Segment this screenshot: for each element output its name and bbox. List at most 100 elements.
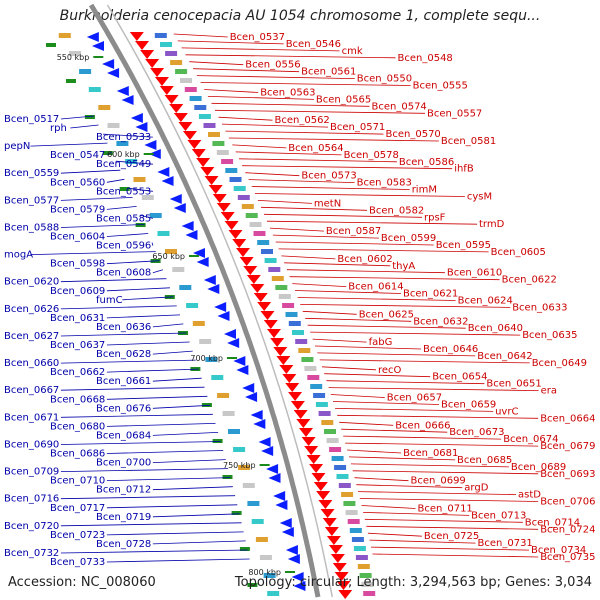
forward-gene-label[interactable]: Bcen_0610: [447, 268, 502, 279]
reverse-gene-label[interactable]: Bcen_0549: [96, 159, 151, 170]
forward-gene-label[interactable]: Bcen_0587: [326, 226, 381, 237]
forward-gene-label[interactable]: Bcen_0635: [522, 330, 577, 341]
forward-gene-label[interactable]: Bcen_0664: [540, 413, 595, 424]
reverse-gene-label[interactable]: Bcen_0628: [96, 349, 151, 360]
reverse-gene-label[interactable]: Bcen_0684: [96, 430, 151, 441]
forward-gene-label[interactable]: Bcen_0602: [337, 254, 392, 265]
reverse-gene-label[interactable]: Bcen_0671: [4, 412, 59, 423]
forward-gene-label[interactable]: Bcen_0582: [369, 205, 424, 216]
forward-gene-label[interactable]: Bcen_0573: [301, 171, 356, 182]
reverse-gene-label[interactable]: mogA: [4, 250, 33, 261]
reverse-gene-label[interactable]: Bcen_0553: [96, 186, 151, 197]
forward-gene-label[interactable]: Bcen_0625: [359, 309, 414, 320]
reverse-gene-label[interactable]: Bcen_0517: [4, 114, 59, 125]
forward-gene-label[interactable]: Bcen_0632: [413, 316, 468, 327]
reverse-gene-label[interactable]: Bcen_0579: [50, 204, 105, 215]
reverse-gene-label[interactable]: Bcen_0598: [50, 259, 105, 270]
reverse-gene-label[interactable]: Bcen_0559: [4, 168, 59, 179]
reverse-gene-label[interactable]: Bcen_0719: [96, 512, 151, 523]
forward-gene-label[interactable]: Bcen_0583: [357, 178, 412, 189]
reverse-gene-label[interactable]: Bcen_0533: [96, 132, 151, 143]
reverse-gene-label[interactable]: Bcen_0690: [4, 440, 59, 451]
reverse-gene-label[interactable]: Bcen_0626: [4, 304, 59, 315]
reverse-gene-label[interactable]: Bcen_0547: [50, 150, 105, 161]
forward-gene-label[interactable]: Bcen_0586: [399, 157, 454, 168]
forward-gene-label[interactable]: metN: [314, 198, 341, 209]
forward-gene-label[interactable]: Bcen_0556: [245, 60, 300, 71]
forward-gene-label[interactable]: Bcen_0651: [486, 379, 541, 390]
forward-gene-label[interactable]: Bcen_0561: [301, 67, 356, 78]
forward-gene-label[interactable]: astD: [518, 490, 541, 501]
forward-gene-label[interactable]: Bcen_0548: [398, 53, 453, 64]
forward-gene-label[interactable]: Bcen_0562: [275, 115, 330, 126]
reverse-gene-label[interactable]: Bcen_0686: [50, 449, 105, 460]
reverse-gene-label[interactable]: Bcen_0720: [4, 521, 59, 532]
reverse-gene-label[interactable]: Bcen_0596: [96, 241, 151, 252]
reverse-gene-label[interactable]: Bcen_0637: [50, 340, 105, 351]
reverse-gene-label[interactable]: Bcen_0733: [50, 557, 105, 568]
forward-gene-label[interactable]: Bcen_0657: [387, 393, 442, 404]
forward-gene-label[interactable]: Bcen_0693: [540, 469, 595, 480]
forward-gene-label[interactable]: Bcen_0599: [381, 233, 436, 244]
forward-gene-label[interactable]: argD: [464, 483, 488, 494]
forward-gene-label[interactable]: Bcen_0735: [540, 552, 595, 563]
reverse-gene-label[interactable]: Bcen_0723: [50, 530, 105, 541]
forward-gene-label[interactable]: Bcen_0633: [512, 302, 567, 313]
forward-gene-label[interactable]: Bcen_0673: [449, 427, 504, 438]
reverse-gene-label[interactable]: Bcen_0627: [4, 331, 59, 342]
reverse-gene-label[interactable]: Bcen_0585: [96, 213, 151, 224]
reverse-gene-label[interactable]: Bcen_0631: [50, 313, 105, 324]
forward-gene-label[interactable]: rimM: [412, 185, 437, 196]
reverse-gene-label[interactable]: Bcen_0712: [96, 485, 151, 496]
forward-gene-label[interactable]: fabG: [369, 337, 393, 348]
forward-gene-label[interactable]: Bcen_0614: [348, 282, 403, 293]
forward-gene-label[interactable]: Bcen_0666: [395, 420, 450, 431]
reverse-gene-label[interactable]: Bcen_0667: [4, 385, 59, 396]
forward-gene-label[interactable]: Bcen_0605: [491, 247, 546, 258]
reverse-gene-label[interactable]: Bcen_0588: [4, 223, 59, 234]
forward-gene-label[interactable]: Bcen_0557: [427, 108, 482, 119]
forward-gene-label[interactable]: recO: [378, 365, 402, 376]
reverse-gene-label[interactable]: Bcen_0717: [50, 503, 105, 514]
forward-gene-label[interactable]: Bcen_0546: [286, 39, 341, 50]
forward-gene-label[interactable]: Bcen_0731: [478, 538, 533, 549]
forward-gene-label[interactable]: Bcen_0640: [468, 323, 523, 334]
forward-gene-label[interactable]: Bcen_0689: [511, 462, 566, 473]
forward-gene-label[interactable]: Bcen_0574: [372, 101, 427, 112]
forward-gene-label[interactable]: Bcen_0646: [423, 344, 478, 355]
forward-gene-label[interactable]: Bcen_0564: [288, 143, 343, 154]
forward-gene-label[interactable]: Bcen_0642: [477, 351, 532, 362]
forward-gene-label[interactable]: Bcen_0621: [403, 289, 458, 300]
reverse-gene-label[interactable]: Bcen_0732: [4, 548, 59, 559]
forward-gene-label[interactable]: cmk: [342, 46, 363, 57]
reverse-gene-label[interactable]: Bcen_0608: [96, 268, 151, 279]
forward-gene-label[interactable]: trmD: [479, 219, 505, 230]
forward-gene-label[interactable]: Bcen_0624: [458, 296, 513, 307]
forward-gene-label[interactable]: Bcen_0725: [424, 531, 479, 542]
forward-gene-label[interactable]: uvrC: [495, 406, 518, 417]
reverse-gene-label[interactable]: Bcen_0716: [4, 494, 59, 505]
reverse-gene-label[interactable]: Bcen_0668: [50, 394, 105, 405]
forward-gene-label[interactable]: Bcen_0595: [436, 240, 491, 251]
forward-gene-label[interactable]: Bcen_0713: [471, 510, 526, 521]
reverse-gene-label[interactable]: Bcen_0680: [50, 421, 105, 432]
reverse-gene-label[interactable]: Bcen_0661: [96, 376, 151, 387]
reverse-gene-label[interactable]: Bcen_0636: [96, 322, 151, 333]
forward-gene-label[interactable]: thyA: [392, 261, 415, 272]
forward-gene-label[interactable]: Bcen_0699: [411, 476, 466, 487]
forward-gene-label[interactable]: Bcen_0724: [540, 524, 595, 535]
forward-gene-label[interactable]: Bcen_0563: [260, 88, 315, 99]
reverse-gene-label[interactable]: Bcen_0662: [50, 367, 105, 378]
reverse-gene-label[interactable]: fumC: [96, 295, 123, 306]
forward-gene-label[interactable]: Bcen_0649: [532, 358, 587, 369]
forward-gene-label[interactable]: era: [541, 386, 557, 397]
forward-gene-label[interactable]: Bcen_0734: [531, 545, 586, 556]
reverse-gene-label[interactable]: pepN: [4, 141, 30, 152]
forward-gene-label[interactable]: Bcen_0681: [403, 448, 458, 459]
reverse-gene-label[interactable]: Bcen_0620: [4, 277, 59, 288]
reverse-gene-label[interactable]: Bcen_0710: [50, 476, 105, 487]
forward-gene-label[interactable]: Bcen_0711: [418, 504, 473, 515]
forward-gene-label[interactable]: Bcen_0659: [441, 400, 496, 411]
forward-gene-label[interactable]: Bcen_0550: [357, 74, 412, 85]
reverse-gene-label[interactable]: Bcen_0609: [50, 286, 105, 297]
